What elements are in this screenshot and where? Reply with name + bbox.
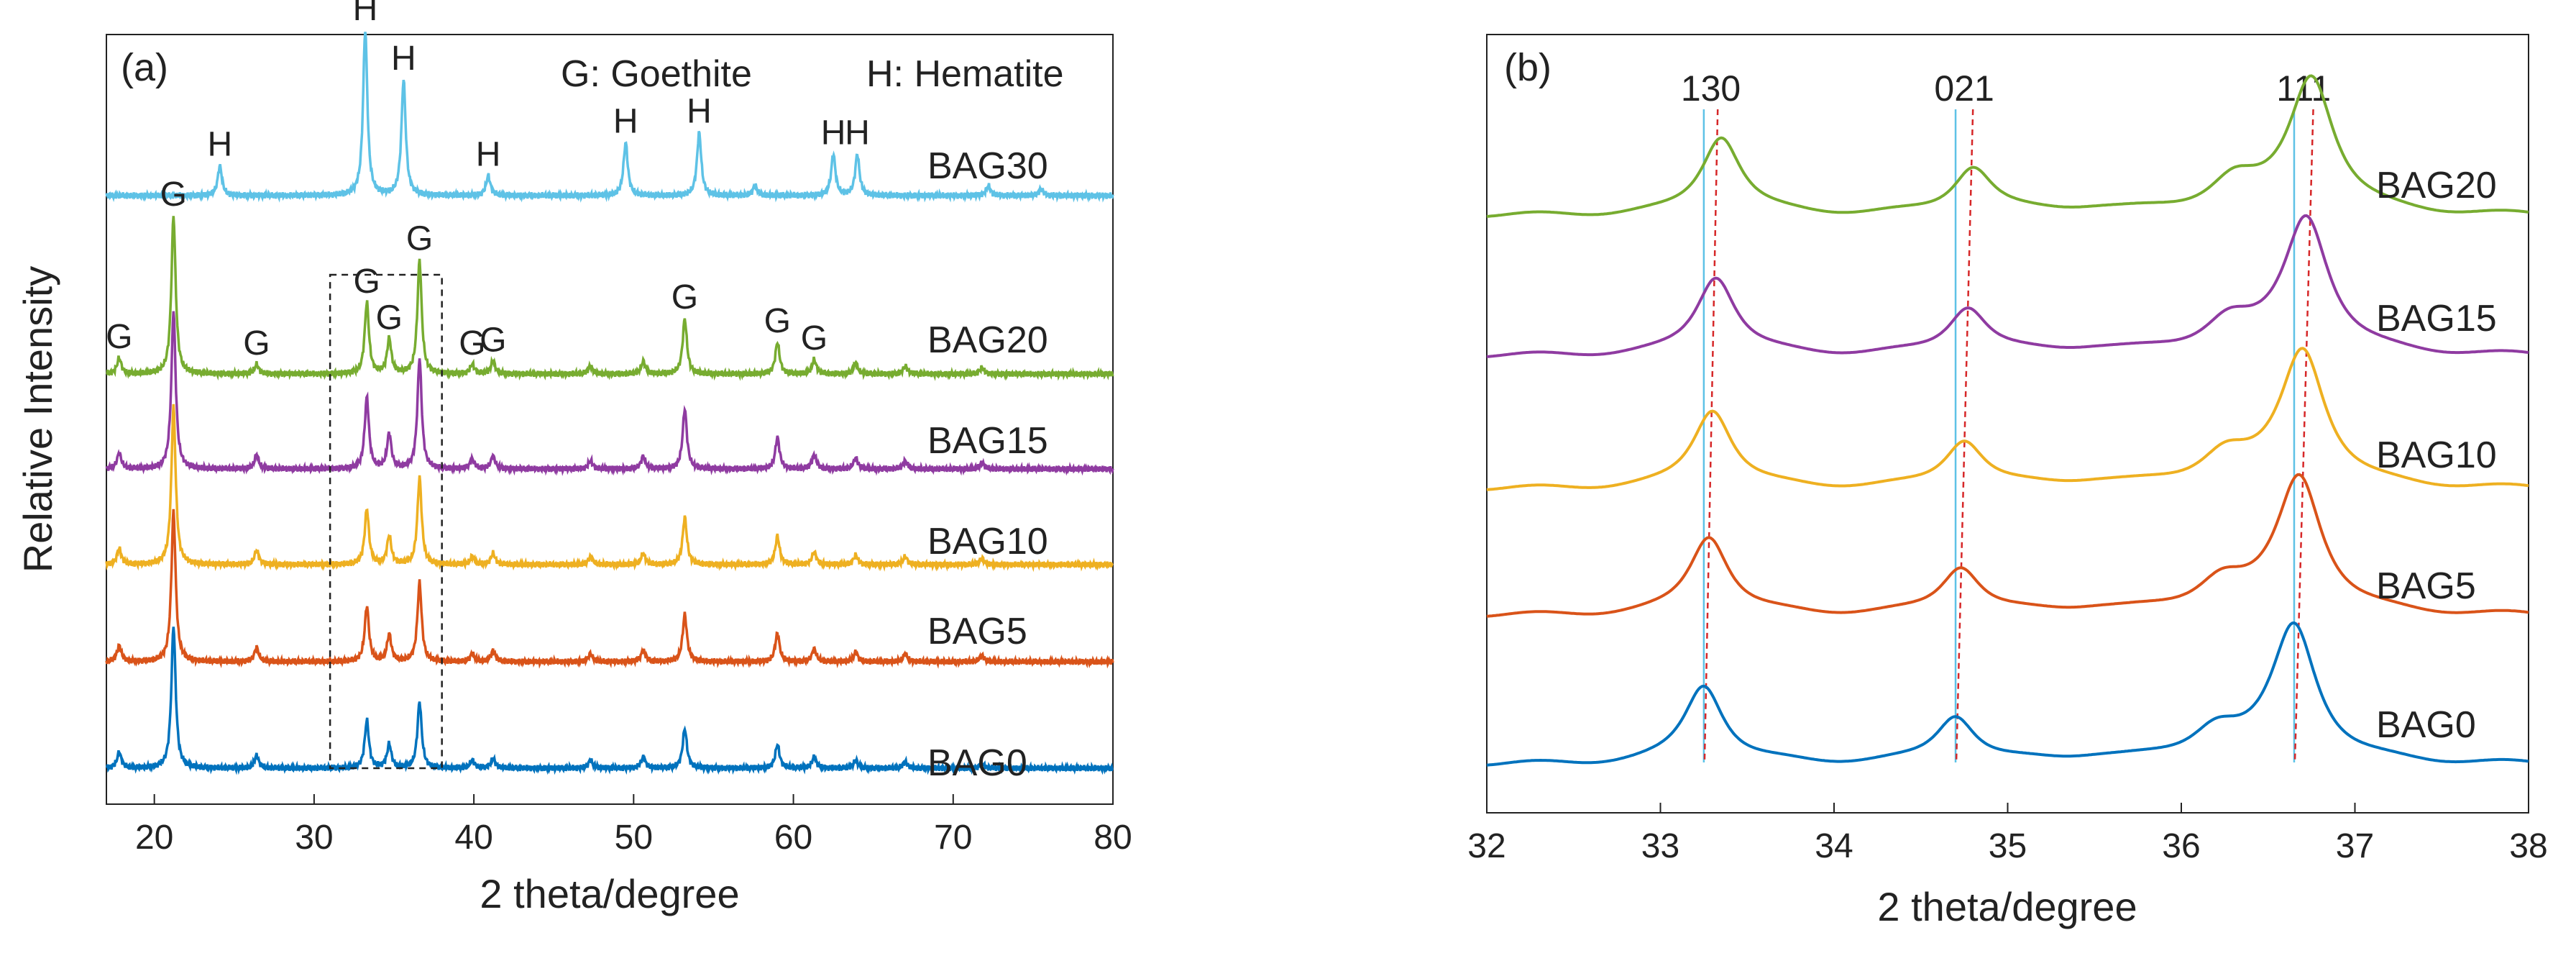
peak-annotation-g-11: G bbox=[354, 263, 380, 301]
peak-annotation-h-0: H bbox=[207, 126, 232, 164]
peak-annotation-g-18: G bbox=[801, 319, 828, 357]
panel-b-reflection-lines: 130 021 111 bbox=[1681, 68, 2331, 763]
series-label-bag15: BAG15 bbox=[927, 420, 1048, 462]
series-line-b-bag15 bbox=[1486, 214, 2529, 358]
series-line-bag20 bbox=[106, 216, 1114, 381]
x-tick-label-a-60: 60 bbox=[774, 819, 812, 857]
x-tick-label-a-40: 40 bbox=[454, 819, 492, 857]
series-line-b-bag0 bbox=[1486, 621, 2529, 767]
series-label-bag30: BAG30 bbox=[927, 145, 1048, 187]
x-tick-label-b-35: 35 bbox=[1989, 827, 2027, 865]
peak-annotation-g-10: G bbox=[243, 324, 270, 363]
panel-a-label: (a) bbox=[121, 46, 168, 89]
peak-annotation-g-12: G bbox=[376, 299, 403, 337]
panel-b-curves bbox=[1486, 74, 2529, 767]
panel-b-frame bbox=[1486, 34, 2529, 814]
peak-annotation-h-2: H bbox=[391, 40, 416, 78]
series-line-b-bag5 bbox=[1486, 473, 2529, 618]
peak-annotation-h-3: H bbox=[476, 135, 501, 173]
x-tick-label-a-80: 80 bbox=[1094, 819, 1132, 857]
peak-annotation-g-17: G bbox=[764, 302, 791, 340]
x-tick-label-a-70: 70 bbox=[934, 819, 972, 857]
reflection-label-130: 130 bbox=[1681, 68, 1741, 109]
peak-annotation-h-4: H bbox=[613, 102, 638, 140]
x-tick-label-b-33: 33 bbox=[1641, 827, 1679, 865]
shift-line-111 bbox=[2293, 109, 2314, 763]
reflection-label-021: 021 bbox=[1934, 68, 1994, 109]
panel-b-series-labels: BAG20 BAG15 BAG10 BAG5 BAG0 bbox=[2376, 165, 2497, 746]
x-tick-label-a-30: 30 bbox=[295, 819, 333, 857]
series-line-bag0 bbox=[105, 626, 1114, 775]
peak-annotation-h-7: H bbox=[845, 114, 870, 152]
series-label-b-bag10: BAG10 bbox=[2376, 434, 2497, 476]
x-tick-label-b-37: 37 bbox=[2336, 827, 2374, 865]
series-line-b-bag20 bbox=[1486, 74, 2529, 218]
panel-a-curves bbox=[105, 32, 1114, 775]
reflection-label-111: 111 bbox=[2276, 68, 2331, 109]
panel-a-x-ticks: 20 30 40 50 60 70 80 bbox=[135, 794, 1132, 857]
series-label-b-bag0: BAG0 bbox=[2376, 704, 2476, 746]
series-line-bag15 bbox=[105, 311, 1114, 476]
x-tick-label-b-36: 36 bbox=[2162, 827, 2200, 865]
shift-line-021 bbox=[1955, 109, 1974, 763]
x-tick-label-b-38: 38 bbox=[2509, 827, 2547, 865]
peak-annotation-g-8: G bbox=[106, 318, 132, 356]
peak-annotation-h-6: H bbox=[821, 114, 846, 152]
shift-line-130 bbox=[1703, 109, 1719, 763]
peak-annotation-g-13: G bbox=[406, 220, 433, 258]
series-line-bag5 bbox=[105, 509, 1114, 669]
panel-a-xlabel: 2 theta/degree bbox=[480, 871, 739, 916]
legend-goethite: G: Goethite bbox=[561, 53, 752, 95]
series-label-bag10: BAG10 bbox=[927, 521, 1048, 562]
x-tick-label-a-50: 50 bbox=[615, 819, 653, 857]
highlight-box bbox=[329, 273, 443, 770]
series-line-bag10 bbox=[105, 404, 1114, 573]
x-tick-label-b-32: 32 bbox=[1467, 827, 1505, 865]
series-label-b-bag15: BAG15 bbox=[2376, 298, 2497, 340]
series-line-bag30 bbox=[105, 32, 1114, 203]
panel-a-ylabel: Relative Intensity bbox=[15, 266, 60, 573]
legend-hematite: H: Hematite bbox=[866, 53, 1064, 95]
panel-b-xlabel: 2 theta/degree bbox=[1877, 884, 2137, 929]
panel-a-series-labels: BAG30 BAG20 BAG15 BAG10 BAG5 BAG0 bbox=[927, 145, 1048, 784]
peak-annotation-h-1: H bbox=[353, 0, 378, 28]
panel-a-frame bbox=[106, 34, 1114, 805]
peak-annotation-g-15: G bbox=[480, 321, 506, 359]
panel-b-x-ticks: 32 33 34 35 36 37 38 bbox=[1467, 803, 2548, 865]
x-tick-label-b-34: 34 bbox=[1815, 827, 1853, 865]
series-label-b-bag5: BAG5 bbox=[2376, 565, 2476, 607]
peak-annotation-g-9: G bbox=[160, 176, 187, 214]
series-line-b-bag10 bbox=[1486, 347, 2529, 491]
series-label-bag5: BAG5 bbox=[927, 611, 1027, 652]
series-label-bag0: BAG0 bbox=[927, 742, 1027, 784]
peak-annotation-g-14: G bbox=[459, 324, 485, 363]
panel-b: (b) 130 021 111 BAG20 BAG15 BAG10 BAG5 BAG0 32… bbox=[1467, 34, 2548, 929]
panel-b-label: (b) bbox=[1504, 46, 1551, 89]
series-label-b-bag20: BAG20 bbox=[2376, 165, 2497, 206]
x-tick-label-a-20: 20 bbox=[135, 819, 173, 857]
series-label-bag20: BAG20 bbox=[927, 319, 1048, 361]
peak-annotation-g-16: G bbox=[671, 278, 698, 316]
peak-annotation-h-5: H bbox=[687, 93, 712, 131]
